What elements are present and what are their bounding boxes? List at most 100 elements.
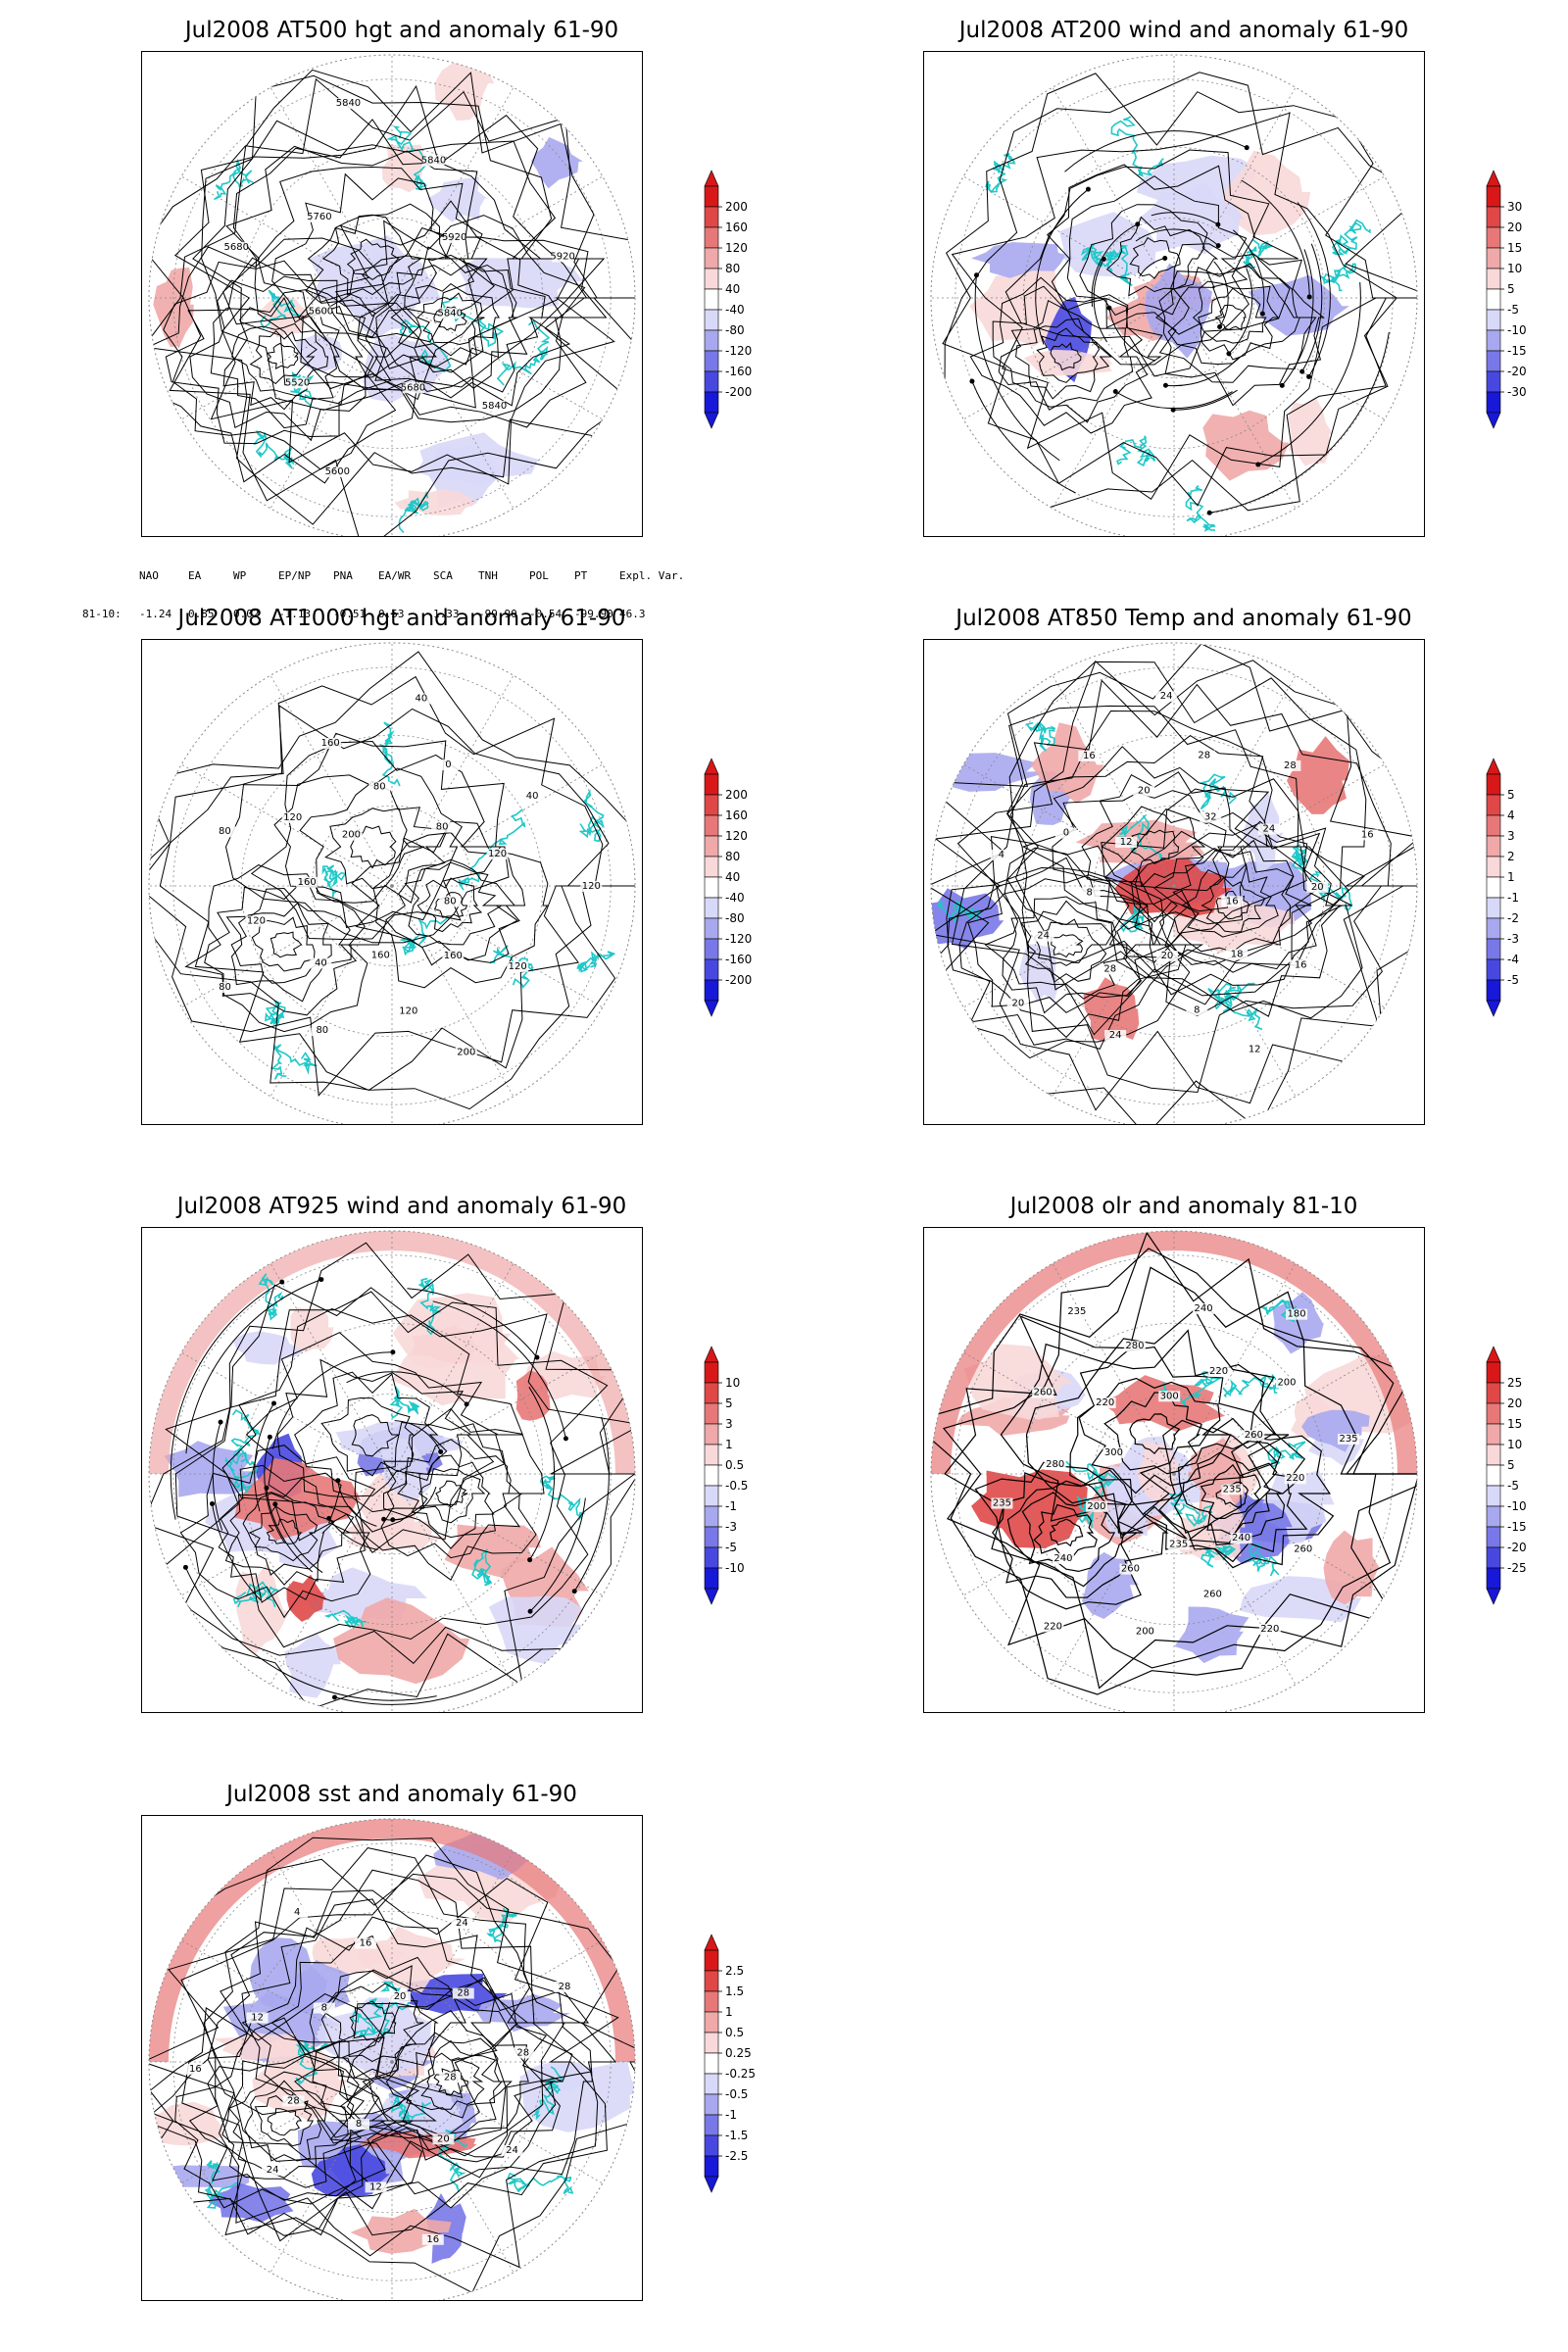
anomaly-shade <box>971 1469 1096 1548</box>
colorbar-tick-label: 120 <box>725 241 748 255</box>
contour-label: 235 <box>1223 1484 1242 1494</box>
colorbar-tick-label: 1.5 <box>725 1984 744 1998</box>
colorbar-tick-label: -20 <box>1507 1541 1527 1554</box>
contour-label: 12 <box>1249 1045 1261 1055</box>
colorbar-tick-label: 160 <box>725 220 748 234</box>
colorbar-tick-label: -10 <box>1507 323 1527 337</box>
colorbar-tick-label: 20 <box>1507 1396 1522 1410</box>
colorbar-tick-label: -5 <box>725 1541 737 1554</box>
teleconnection-table: NAO EA WP EP/NP PNA EA/WR SCA TNH POL PT Expl. Var… <box>82 544 684 633</box>
colorbar-tick-label: 3 <box>725 1417 733 1431</box>
contour-label: 5840 <box>421 156 446 167</box>
anomaly-shade <box>286 1574 328 1622</box>
contour-label: 260 <box>1294 1544 1312 1554</box>
colorbar-tick-label: 2 <box>1507 850 1515 863</box>
contour-label: 200 <box>457 1048 475 1058</box>
tele-header: NAO <box>139 569 159 582</box>
contour-label: 240 <box>1195 1303 1213 1314</box>
contour-label: 28 <box>1103 963 1116 974</box>
colorbar-tick-label: 120 <box>725 829 748 843</box>
anomaly-shade <box>1018 944 1059 1003</box>
tele-value: -99.90 <box>574 608 613 620</box>
colorbar-tick-label: 5 <box>725 1396 733 1410</box>
contour-label: 5520 <box>285 377 310 388</box>
colorbar-tick-label: 2.5 <box>725 1964 744 1978</box>
contour-label: 20 <box>1138 786 1151 797</box>
colorbar-sst: 2.5 1.5 1 0.5 0.25 -0.25 -0.5 -1 -1.5 -2.5 <box>704 1934 756 2193</box>
colorbar-tick-label: -5 <box>1507 973 1519 987</box>
colorbar-tick-label: -1 <box>725 1499 737 1513</box>
anomaly-shade <box>1174 1606 1250 1664</box>
contour-label: 200 <box>1087 1501 1105 1512</box>
contour-label: 28 <box>287 2095 300 2106</box>
colorbar-temp850: 5 4 3 2 1 -1 -2 -3 -4 -5 <box>1486 758 1519 1017</box>
contour-label: 4 <box>999 850 1004 860</box>
contour-label: 220 <box>1096 1397 1114 1408</box>
colorbar-tick-label: -25 <box>1507 1561 1527 1575</box>
colorbar-tick-label: -10 <box>1507 1499 1527 1513</box>
contour-label: 80 <box>373 782 386 793</box>
contour-label: 5600 <box>325 466 350 477</box>
anomaly-shade <box>1030 722 1104 804</box>
contour-label: 160 <box>298 877 317 888</box>
contour-label: 280 <box>1046 1459 1064 1470</box>
contour-label: 4 <box>294 1907 300 1918</box>
colorbar-tick-label: -160 <box>725 365 752 378</box>
anomaly-shade <box>416 432 544 486</box>
panel-title-5: Jul2008 AT925 wind and anomaly 61-90 <box>176 1194 627 1219</box>
contour-label: 235 <box>993 1498 1011 1509</box>
contours <box>942 72 1417 512</box>
contour-label: 8 <box>356 2119 362 2130</box>
contour-label: 32 <box>1204 812 1217 823</box>
colorbar-tick-label: 5 <box>1507 788 1515 802</box>
colorbar-tick-label: 10 <box>1507 1438 1522 1451</box>
tele-header: EA <box>188 569 202 582</box>
colorbar-tick-label: -3 <box>725 1520 737 1534</box>
tele-value: 0.53 <box>378 608 405 620</box>
map-panel-sst: 28 24 20 16 12 8 24 28 16 12 8 4 16 20 24 28 28 28 <box>141 1815 643 2301</box>
contour-label: 160 <box>321 738 340 749</box>
contour-label: 24 <box>1037 931 1050 942</box>
contour-label: 28 <box>1284 760 1297 771</box>
polar-map-sst: 28 24 20 16 12 8 24 28 16 12 8 4 16 20 24 28 28 28 <box>148 1818 636 2300</box>
colorbar-tick-label: 10 <box>1507 262 1522 275</box>
colorbar-tick-label: 0.5 <box>725 1458 744 1472</box>
colorbar-tick-label: -15 <box>1507 344 1527 358</box>
contour-label: 5920 <box>442 232 466 243</box>
colorbar-tick-label: -10 <box>725 1561 745 1575</box>
colorbar-tick-label: 5 <box>1507 282 1515 296</box>
streamlines <box>969 130 1390 515</box>
colorbar-tick-label: -5 <box>1507 1479 1519 1493</box>
colorbar-tick-label: -5 <box>1507 303 1519 317</box>
tele-value: -1.13 <box>278 608 312 620</box>
contours <box>149 1837 635 2294</box>
tele-header: EA/WR <box>378 569 412 582</box>
contour-label: 28 <box>1198 751 1210 761</box>
colorbar-tick-label: 25 <box>1507 1376 1522 1390</box>
colorbar-wind925: 10 5 3 1 0.5 -0.5 -1 -3 -5 -10 <box>704 1346 748 1605</box>
colorbar-tick-label: -4 <box>1507 953 1519 966</box>
contour-label: 40 <box>315 957 327 968</box>
contour-label: 8 <box>321 2003 327 2014</box>
colorbar-tick-label: -0.25 <box>725 2067 756 2081</box>
contour-label: 16 <box>426 2234 439 2245</box>
contour-label: 0 <box>1063 828 1069 839</box>
anomaly-shade <box>1248 274 1349 336</box>
contour-label: 180 <box>1288 1309 1306 1320</box>
contour-label: 12 <box>369 2181 382 2192</box>
tele-header: PT <box>574 569 588 582</box>
contour-label: 240 <box>1054 1553 1072 1564</box>
polar-map-temp850: 16 16 18 12 8 20 24 28 20 24 8 4 0 12 16 20 24 28 32 28 24 16… <box>930 642 1418 1124</box>
tele-value: -0.51 <box>333 608 367 620</box>
colorbar-tick-label: 15 <box>1507 1417 1522 1431</box>
anomaly-shade <box>363 333 450 403</box>
colorbar-tick-label: -80 <box>725 911 745 925</box>
anomaly-shade <box>347 1519 451 1552</box>
colorbar-tick-label: -40 <box>725 303 745 317</box>
contour-label: 260 <box>1121 1564 1140 1575</box>
map-panel-hgt1000: 80 120 160 200 120 160 80 40 80 120 160 80 120 200 160… <box>141 639 643 1125</box>
colorbar-hgt500: 200 160 120 80 40 -40 -80 -120 -160 -200 <box>704 170 752 429</box>
contour-label: 220 <box>1286 1473 1304 1484</box>
map-panel-temp850: 16 16 18 12 8 20 24 28 20 24 8 4 0 12 16 20 24 28 32 28 24 16… <box>923 639 1425 1125</box>
panel-title-2: Jul2008 AT200 wind and anomaly 61-90 <box>958 18 1409 43</box>
